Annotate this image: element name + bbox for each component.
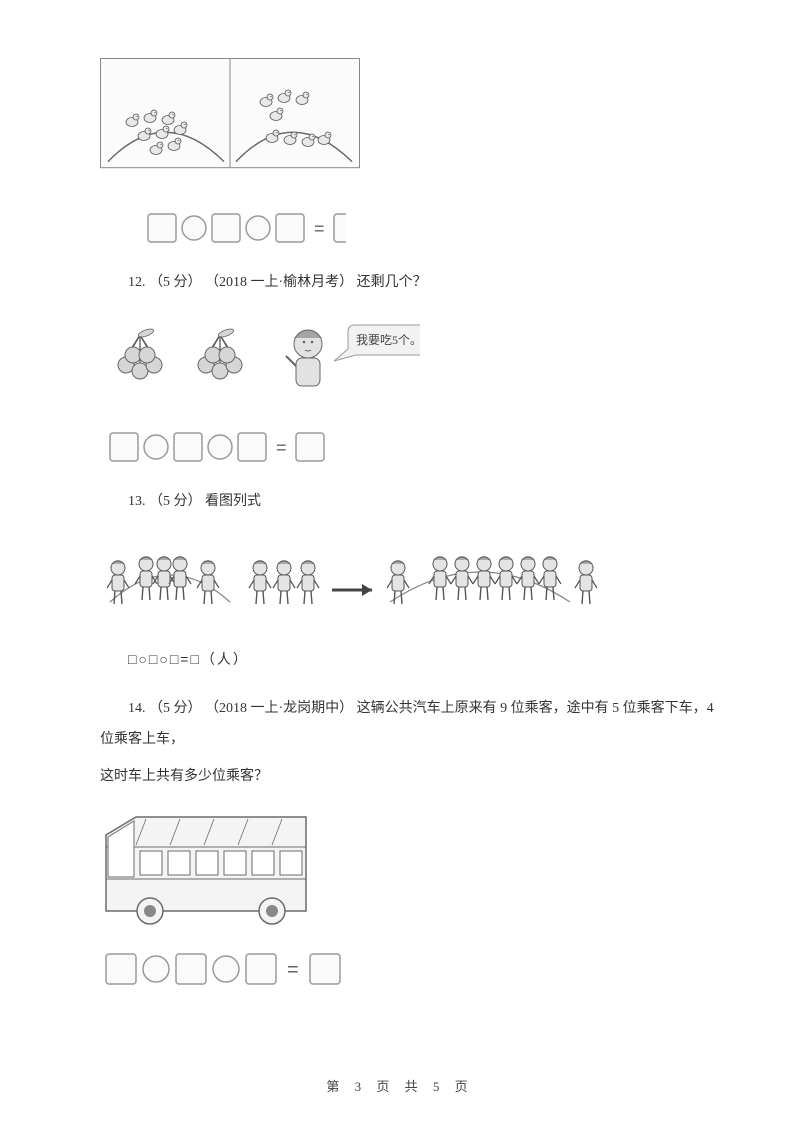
q14-equation: = xyxy=(100,946,720,992)
q12-equation: = xyxy=(100,425,720,469)
svg-text:=: = xyxy=(287,959,299,981)
q12-figure: 我要吃5个。 xyxy=(100,307,720,417)
q13-text: 13. （5 分） 看图列式 xyxy=(100,487,720,518)
q14-text-2: 这时车上共有多少位乘客？ xyxy=(100,762,720,793)
q14-equation-svg: = xyxy=(100,946,360,992)
q14-figure xyxy=(100,803,720,938)
q12-cherry-svg: 我要吃5个。 xyxy=(100,307,420,417)
q13-symbol-line: □○□○□=□（人） xyxy=(128,644,720,677)
svg-text:=: = xyxy=(276,437,287,457)
svg-text:我要吃5个。: 我要吃5个。 xyxy=(356,333,420,347)
q13-symbols: □○□○□=□（人） xyxy=(128,651,249,667)
q14-bus-svg xyxy=(100,803,330,938)
q11-equation: = xyxy=(110,206,720,250)
q12-text: 12. （5 分） （2018 一上·榆林月考） 还剩几个？ xyxy=(100,268,720,299)
q11-figure xyxy=(100,58,720,198)
q12-equation-svg: = xyxy=(100,425,336,469)
q11-pond-svg xyxy=(100,58,360,198)
svg-text:=: = xyxy=(314,218,325,238)
q11-equation-svg: = xyxy=(110,206,346,250)
q13-figure xyxy=(100,540,720,630)
page-footer: 第 3 页 共 5 页 xyxy=(0,1073,800,1102)
q14-text-1: 14. （5 分） （2018 一上·龙岗期中） 这辆公共汽车上原来有 9 位乘… xyxy=(100,694,720,756)
q13-people-svg xyxy=(100,540,660,630)
